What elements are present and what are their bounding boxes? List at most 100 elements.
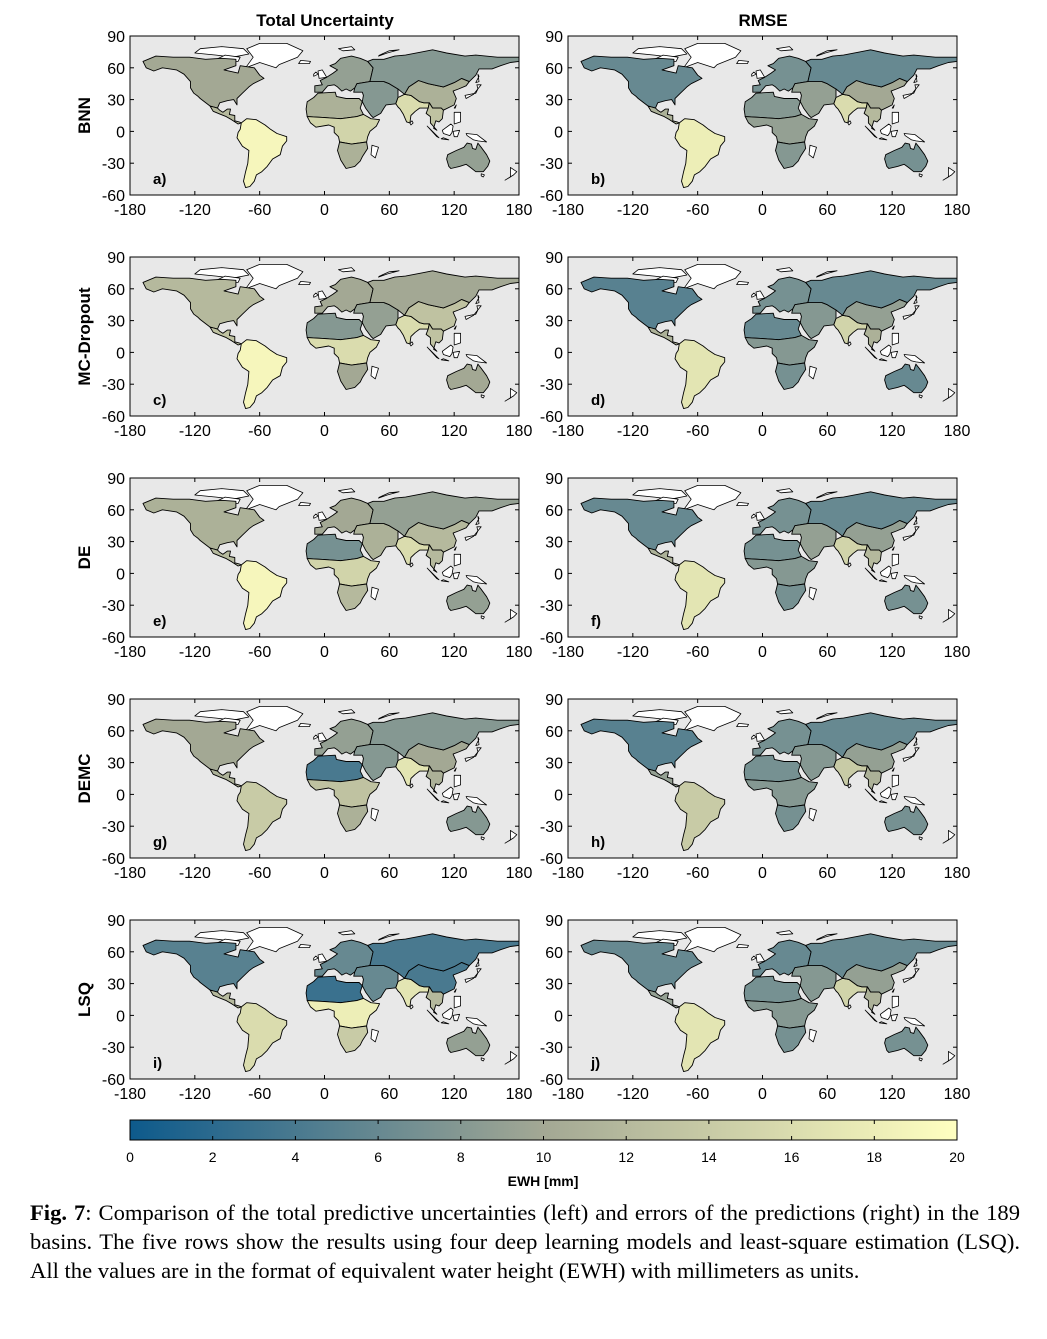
x-tick-label: -120 [617, 644, 649, 661]
y-tick-label: 60 [545, 945, 563, 962]
x-tick-label: 0 [320, 865, 329, 882]
y-tick-label: 90 [107, 29, 125, 46]
land-outline [464, 84, 482, 99]
colorbar: 0 2 4 6 8 10 12 14 16 18 20 EWH [mm] [126, 1119, 965, 1189]
land-outline [816, 712, 838, 720]
basin-region [744, 334, 819, 366]
basin-region [863, 102, 882, 131]
colorbar-ticks: 0 2 4 6 8 10 12 14 16 18 20 [126, 1120, 965, 1165]
y-tick-label: 30 [107, 314, 125, 331]
basin-region [337, 583, 369, 611]
land-outline [245, 927, 304, 953]
x-tick-label: 120 [441, 423, 468, 440]
land-outline [847, 562, 852, 568]
basin-region [236, 1002, 288, 1073]
land-outline [475, 736, 480, 746]
land-outline [918, 836, 923, 841]
land-outline [441, 786, 454, 799]
panel-letter: e) [153, 613, 166, 630]
basin-region [580, 276, 703, 330]
basin-region [142, 939, 265, 993]
y-tick-label: 90 [107, 471, 125, 488]
basin-region [209, 547, 242, 567]
land-outline [464, 968, 482, 983]
land-outline [891, 332, 899, 346]
land-outline [440, 800, 450, 804]
basin-region [805, 712, 958, 758]
land-outline [378, 491, 400, 499]
basin-region [863, 323, 882, 352]
basin-region [209, 768, 242, 788]
land-outline [453, 325, 457, 330]
x-tick-label: -120 [179, 423, 211, 440]
y-tick-label: 30 [545, 756, 563, 773]
land-outline [751, 513, 757, 519]
land-outline [465, 1017, 488, 1027]
land-outline [338, 930, 356, 936]
basin-region [805, 49, 958, 95]
x-tick-label: -180 [552, 423, 584, 440]
land-outline [891, 325, 895, 330]
x-tick-label: -180 [114, 202, 146, 219]
land-outline [465, 354, 488, 364]
land-outline [847, 1004, 852, 1010]
land-outline [913, 294, 918, 305]
land-outline [338, 709, 356, 715]
land-outline [475, 515, 480, 525]
basin-region [674, 118, 726, 189]
colorbar-tick-label: 0 [126, 1149, 134, 1165]
basin-region [580, 497, 703, 551]
x-tick-label: 0 [758, 644, 767, 661]
x-tick-label: 0 [758, 865, 767, 882]
basin-region [775, 141, 807, 169]
land-outline [891, 995, 899, 1009]
land-outline [194, 488, 250, 500]
land-outline [313, 513, 319, 519]
land-outline [683, 484, 742, 511]
land-outline [317, 953, 328, 963]
land-outline [298, 60, 311, 64]
land-outline [440, 137, 450, 141]
basin-region [337, 1025, 369, 1053]
y-tick-label: 90 [545, 471, 563, 488]
x-tick-label: -180 [552, 644, 584, 661]
land-outline [891, 104, 895, 109]
land-outline [891, 774, 899, 788]
land-outline [903, 796, 925, 806]
basin-region [446, 1026, 491, 1057]
y-tick-label: 60 [545, 282, 563, 299]
land-outline [452, 129, 461, 138]
basin-region [337, 362, 369, 390]
land-outline [902, 305, 920, 320]
basin-region [425, 544, 444, 573]
land-outline [245, 706, 304, 732]
basin-region [209, 326, 242, 346]
basin-region [647, 768, 680, 788]
land-outline [879, 1007, 892, 1020]
column-title-rmse: RMSE [738, 11, 787, 30]
basin-region [805, 933, 958, 979]
y-tick-label: -30 [540, 156, 563, 173]
x-tick-label: -60 [686, 202, 709, 219]
land-outline [338, 267, 356, 273]
y-tick-label: -30 [102, 156, 125, 173]
colorbar-tick-label: 4 [292, 1149, 300, 1165]
land-outline [755, 69, 766, 79]
column-title-uncertainty: Total Uncertainty [256, 11, 394, 30]
y-tick-label: -60 [102, 409, 125, 426]
land-outline [480, 615, 485, 620]
land-outline [452, 1013, 461, 1022]
land-outline [465, 796, 488, 806]
land-outline [736, 280, 749, 286]
land-outline [890, 1013, 898, 1022]
land-outline [245, 263, 304, 290]
land-outline [847, 341, 852, 347]
land-outline [632, 46, 688, 58]
x-tick-label: 180 [506, 423, 533, 440]
land-outline [245, 484, 304, 511]
figure-caption: Fig. 7: Comparison of the total predicti… [30, 1198, 1020, 1285]
y-tick-label: 60 [545, 503, 563, 520]
basin-region [142, 55, 265, 109]
